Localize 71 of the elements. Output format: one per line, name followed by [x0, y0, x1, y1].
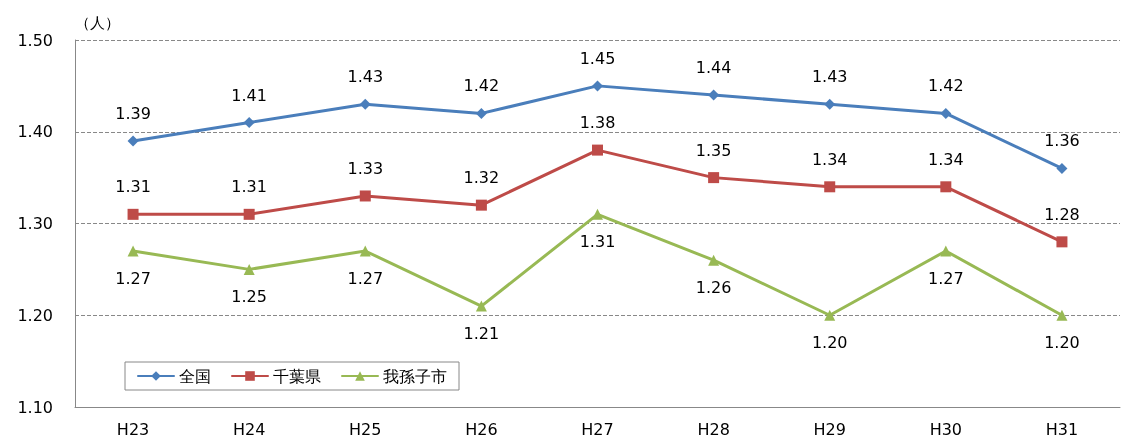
legend-label: 千葉県: [273, 366, 321, 386]
data-label: 1.27: [347, 269, 384, 289]
data-label: 1.38: [579, 113, 616, 133]
y-axis-title: （人）: [75, 13, 120, 32]
data-label: 1.26: [695, 278, 732, 298]
data-label: 1.44: [695, 58, 732, 78]
data-label: 1.27: [115, 269, 151, 289]
point: [127, 208, 139, 220]
point: [824, 181, 836, 193]
data-label: 1.31: [579, 232, 616, 252]
x-tick-label: H24: [232, 419, 266, 439]
point: [1056, 309, 1068, 321]
x-tick-label: H29: [813, 419, 846, 439]
data-label: 1.20: [1044, 333, 1080, 353]
data-label: 1.34: [928, 149, 964, 169]
data-label: 1.32: [463, 168, 500, 188]
point: [1056, 162, 1068, 174]
data-label: 1.36: [1044, 131, 1080, 151]
data-label: 1.31: [231, 177, 267, 197]
y-tick-label: 1.30: [17, 214, 53, 233]
point: [824, 309, 836, 321]
y-tick-label: 1.50: [17, 30, 53, 50]
point: [940, 245, 952, 257]
data-label: 1.41: [231, 85, 267, 105]
point: [359, 190, 371, 202]
data-label: 1.25: [231, 287, 267, 307]
point: [359, 245, 371, 257]
x-tick-label: H30: [929, 419, 963, 439]
data-label: 1.27: [928, 269, 964, 289]
data-label: 1.34: [811, 149, 848, 169]
point: [475, 300, 487, 312]
point: [243, 263, 255, 275]
legend-label: 我孫子市: [383, 366, 447, 386]
x-tick-label: H31: [1045, 419, 1079, 439]
legend-label: 全国: [179, 366, 211, 386]
data-label: 1.43: [347, 67, 384, 87]
x-tick-label: H23: [116, 419, 150, 439]
point: [592, 80, 603, 92]
point: [708, 254, 720, 266]
point: [1056, 236, 1068, 248]
point: [127, 135, 139, 147]
data-label: 1.39: [115, 103, 151, 123]
x-tick-label: H27: [581, 419, 614, 439]
data-label: 1.21: [463, 324, 500, 344]
point: [940, 107, 952, 119]
data-label: 1.31: [115, 177, 151, 197]
data-label: 1.42: [928, 76, 964, 96]
point: [592, 144, 603, 156]
data-label: 1.28: [1044, 204, 1080, 224]
y-tick-label: 1.20: [17, 305, 53, 325]
data-label: 1.35: [695, 140, 732, 160]
y-tick-label: 1.40: [17, 122, 53, 142]
point: [359, 98, 371, 110]
point: [243, 117, 255, 129]
point: [243, 208, 255, 220]
point: [475, 199, 487, 211]
point: [127, 245, 139, 257]
point: [708, 172, 720, 184]
data-label: 1.20: [811, 333, 848, 353]
x-tick-label: H26: [465, 419, 498, 439]
point: [824, 98, 836, 110]
y-tick-label: 1.10: [17, 397, 53, 417]
data-label: 1.45: [579, 48, 616, 68]
point: [940, 181, 952, 193]
data-label: 1.43: [811, 67, 848, 87]
data-label: 1.42: [463, 76, 500, 96]
point: [592, 208, 603, 220]
x-tick-label: H25: [349, 419, 382, 439]
x-tick-label: H28: [697, 419, 730, 439]
data-label: 1.33: [347, 158, 384, 178]
point: [475, 107, 487, 119]
